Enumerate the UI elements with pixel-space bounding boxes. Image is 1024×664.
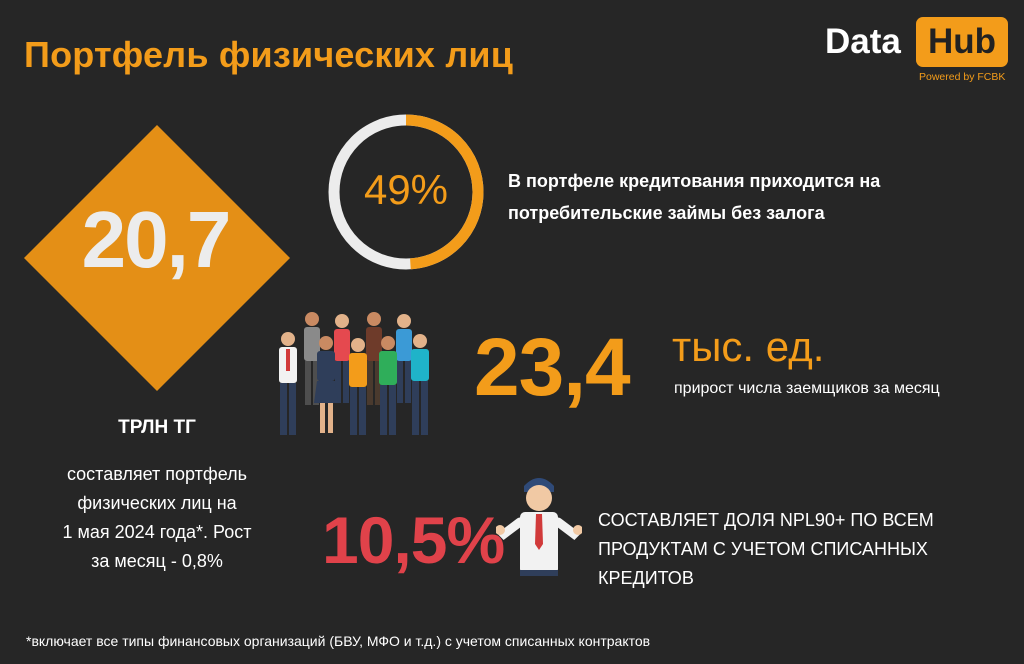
portfolio-description-line: за месяц - 0,8% <box>91 551 223 571</box>
datahub-logo: Data Hub Powered by FCBK <box>822 14 1012 86</box>
logo-text-hub: Hub <box>927 22 997 61</box>
footnote: *включает все типы финансовых организаци… <box>26 633 651 649</box>
people-group-icon <box>279 312 429 435</box>
diamond-shape <box>24 125 290 391</box>
consumer-share-text: В портфеле кредитования приходится на по… <box>508 165 978 229</box>
portfolio-description-line: составляет портфель <box>66 464 248 484</box>
person-icon <box>334 314 350 403</box>
borrowers-growth-label: прирост числа заемщиков за месяц <box>674 380 940 397</box>
npl-description-line: ПРОДУКТАМ С УЧЕТОМ СПИСАННЫХ <box>598 539 928 559</box>
person-icon <box>379 336 397 435</box>
ring-fill <box>328 114 484 270</box>
person-icon <box>366 312 382 405</box>
person-icon <box>349 338 367 435</box>
logo-hub-box: Hub <box>916 17 1008 67</box>
portfolio-description-line: физических лиц на <box>77 493 237 513</box>
consumer-share-line: В портфеле кредитования приходится на <box>508 171 881 191</box>
borrowers-growth-unit: тыс. ед. <box>672 323 825 370</box>
portfolio-unit: ТРЛН ТГ <box>118 417 196 438</box>
person-icon <box>304 312 320 405</box>
logo-text-data: Data <box>825 22 901 61</box>
npl-value: 10,5% <box>322 503 505 577</box>
npl-description: СОСТАВЛЯЕТ ДОЛЯ NPL90+ ПО ВСЕМ ПРОДУКТАМ… <box>598 506 1008 593</box>
person-icon <box>279 332 297 435</box>
percent-ring <box>328 114 484 270</box>
npl-description-line: КРЕДИТОВ <box>598 568 694 588</box>
page-title: Портфель физических лиц <box>24 34 514 75</box>
consumer-share-line: потребительские займы без залога <box>508 203 825 223</box>
person-icon <box>396 314 412 403</box>
npl-description-line: СОСТАВЛЯЕТ ДОЛЯ NPL90+ ПО ВСЕМ <box>598 510 934 530</box>
borrowers-growth-value: 23,4 <box>474 322 631 413</box>
portfolio-description: составляет портфель физических лиц на 1 … <box>26 460 288 576</box>
portfolio-value: 20,7 <box>81 195 232 284</box>
portfolio-description-line: 1 мая 2024 года*. Рост <box>62 522 252 542</box>
ring-percent-label: 49% <box>363 166 449 213</box>
person-icon <box>411 334 429 435</box>
businessman-icon <box>496 478 582 576</box>
logo-tagline: Powered by FCBK <box>919 71 1006 83</box>
person-icon <box>314 336 338 433</box>
